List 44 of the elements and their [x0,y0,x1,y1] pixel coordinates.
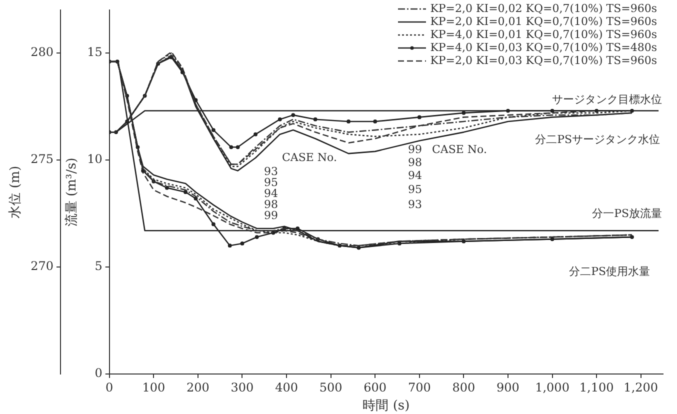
x-tick-label: 700 [408,380,431,394]
annotation: サージタンク目標水位 [552,92,662,106]
annotation: 93 [408,198,422,211]
x-tick-label: 1,100 [579,380,614,394]
annotation: 分二PSサージタンク水位 [535,132,660,146]
legend-label: KP=4,0 KI=0,03 KQ=0,7(10%) TS=480s [430,41,657,54]
y-tick-label: 0 [94,366,102,380]
y2-tick-label: 275 [30,152,54,166]
annotation: 分一PS放流量 [592,206,662,220]
x-axis-title: 時間 (s) [362,398,410,414]
annotation: CASE No. [282,150,337,164]
annotation: 93 [264,164,278,178]
y-axis-title: 流量 (m³/s) [64,158,80,227]
x-tick-label: 900 [496,380,520,394]
y2-axis-title: 水位 (m) [8,166,24,218]
x-tick-label: 100 [142,380,166,394]
y2-tick-label: 270 [30,259,54,274]
y-tick-label: 5 [94,259,102,274]
annotation: 分二PS使用水量 [569,264,650,278]
legend-label: KP=2,0 KI=0,02 KQ=0,7(10%) TS=960s [430,2,657,15]
x-tick-label: 200 [186,380,210,394]
annotation: 98 [264,198,278,211]
y-tick-label: 15 [87,45,102,60]
legend-label: KP=4,0 KI=0,01 KQ=0,7(10%) TS=960s [430,28,657,41]
annotation: 99 [264,208,278,222]
annotation: 98 [408,156,422,169]
annotation: 94 [264,186,278,200]
x-tick-label: 500 [319,380,342,394]
x-tick-label: 1,000 [535,380,570,394]
annotation: 99 [408,142,422,156]
y-tick-label: 10 [87,152,102,166]
x-tick-label: 0 [106,380,114,394]
annotation: 94 [408,168,422,182]
x-tick-label: 1,200 [624,380,658,394]
x-tick-label: 800 [452,380,476,394]
legend-label: KP=2,0 KI=0,01 KQ=0,7(10%) TS=960s [430,15,657,28]
annotation: 95 [264,176,278,189]
y2-tick-label: 280 [30,45,54,60]
x-tick-label: 400 [275,380,298,394]
x-tick-label: 600 [364,380,387,394]
legend-label: KP=2,0 KI=0,03 KQ=0,7(10%) TS=960s [430,54,657,67]
x-tick-label: 300 [230,380,254,394]
annotation: CASE No. [432,142,487,156]
annotation: 95 [408,182,422,196]
